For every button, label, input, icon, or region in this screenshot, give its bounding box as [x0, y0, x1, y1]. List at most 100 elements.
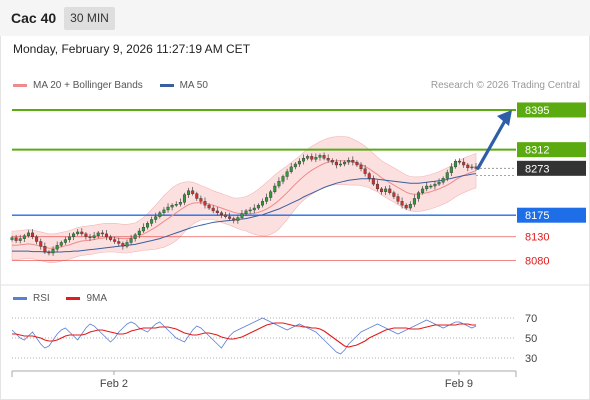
candle-body — [351, 159, 355, 163]
candle-body — [170, 204, 174, 208]
candle-body — [80, 231, 84, 235]
candle-body — [215, 210, 219, 214]
candle-body — [297, 160, 301, 165]
ma50-line — [12, 173, 477, 253]
instrument-title: Cac 40 — [11, 10, 57, 26]
level-label-bg-8395 — [517, 102, 586, 118]
candle-body — [244, 210, 248, 214]
candle-body — [150, 219, 154, 224]
candle-body — [113, 239, 117, 242]
candle-body — [26, 232, 30, 236]
candle-body — [47, 251, 51, 254]
legend-ma50: MA 50 — [159, 80, 208, 91]
candle-body — [84, 233, 88, 237]
candle-body — [178, 202, 182, 205]
candle-body — [265, 197, 269, 202]
price-legend: MA 20 + Bollinger Bands MA 50 — [13, 80, 222, 91]
candle-body — [338, 163, 342, 166]
candle-body — [109, 236, 113, 240]
rsi-series-RSI — [11, 317, 477, 355]
timeframe-badge[interactable]: 30 MIN — [64, 7, 115, 30]
candle-body — [375, 183, 379, 190]
candle-body — [72, 233, 76, 237]
legend-rsi: RSI — [13, 293, 50, 304]
level-label-bg-8273 — [517, 160, 586, 176]
legend-ma20: MA 20 + Bollinger Bands — [13, 80, 143, 91]
level-label-8130: 8130 — [525, 232, 549, 244]
candle-body — [22, 235, 26, 239]
candle-body — [174, 203, 178, 206]
candle-body — [182, 194, 186, 203]
legend-rsi-label: RSI — [33, 293, 50, 304]
candle-body — [207, 204, 211, 209]
x-tick-label: Feb 2 — [100, 378, 128, 390]
candle-body — [59, 242, 63, 246]
legend-9ma-swatch — [66, 296, 81, 300]
target-arrow-head — [497, 109, 512, 126]
candle-body — [39, 241, 43, 247]
candle-body — [470, 166, 474, 169]
candle-body — [166, 206, 170, 211]
candle-body — [318, 155, 322, 158]
legend-rsi-swatch — [13, 296, 27, 300]
legend-ma50-swatch — [159, 83, 174, 87]
candle-body — [404, 204, 408, 209]
candle-body — [293, 163, 297, 168]
ma20-line — [12, 160, 477, 249]
candle-body — [31, 232, 35, 237]
candle-body — [76, 231, 80, 235]
candle-body — [408, 203, 412, 209]
candle-body — [285, 171, 289, 177]
candle-body — [260, 201, 264, 206]
candle-body — [219, 212, 223, 215]
target-arrow-shaft — [476, 117, 508, 170]
candle-body — [104, 233, 108, 237]
candle-body — [355, 161, 359, 166]
candle-body — [289, 166, 293, 172]
candle-body — [462, 161, 466, 166]
rsi-legend: RSI 9MA — [13, 293, 121, 304]
candle-body — [100, 232, 104, 235]
candle-body — [133, 234, 137, 239]
level-label-8312: 8312 — [525, 145, 549, 157]
candle-body — [359, 164, 363, 170]
candle-body — [466, 164, 470, 169]
candle-body — [343, 161, 347, 165]
candle-body — [380, 188, 384, 192]
legend-ma50-label: MA 50 — [179, 80, 208, 91]
candle-body — [125, 242, 129, 247]
candle-body — [252, 207, 256, 211]
candle-body — [281, 176, 285, 182]
level-label-bg-8312 — [517, 142, 586, 158]
candle-body — [232, 218, 236, 221]
candle-body — [154, 216, 158, 220]
candle-body — [371, 178, 375, 185]
timestamp: Monday, February 9, 2026 11:27:19 AM CET — [13, 42, 251, 56]
candle-body — [429, 185, 433, 188]
candle-body — [441, 178, 445, 183]
candle-body — [228, 216, 232, 219]
legend-ma20-label: MA 20 + Bollinger Bands — [33, 80, 143, 91]
candle-body — [396, 196, 400, 202]
legend-9ma-label: 9MA — [86, 293, 108, 304]
candle-body — [141, 226, 145, 232]
candle-body — [425, 185, 429, 190]
candle-body — [10, 237, 14, 240]
candle-body — [277, 181, 281, 187]
candles-group — [10, 152, 478, 256]
candle-body — [421, 188, 425, 193]
rsi-tick-50: 50 — [525, 333, 537, 345]
candle-body — [199, 198, 203, 202]
candle-body — [273, 185, 277, 192]
candle-body — [63, 239, 67, 243]
candle-body — [137, 230, 141, 236]
candle-body — [458, 160, 462, 163]
candle-body — [191, 190, 195, 194]
candle-body — [453, 160, 457, 168]
candle-body — [388, 188, 392, 193]
candle-body — [248, 209, 252, 212]
candle-body — [224, 214, 228, 217]
candle-body — [43, 246, 47, 253]
candle-body — [187, 190, 191, 195]
candle-body — [347, 159, 351, 163]
